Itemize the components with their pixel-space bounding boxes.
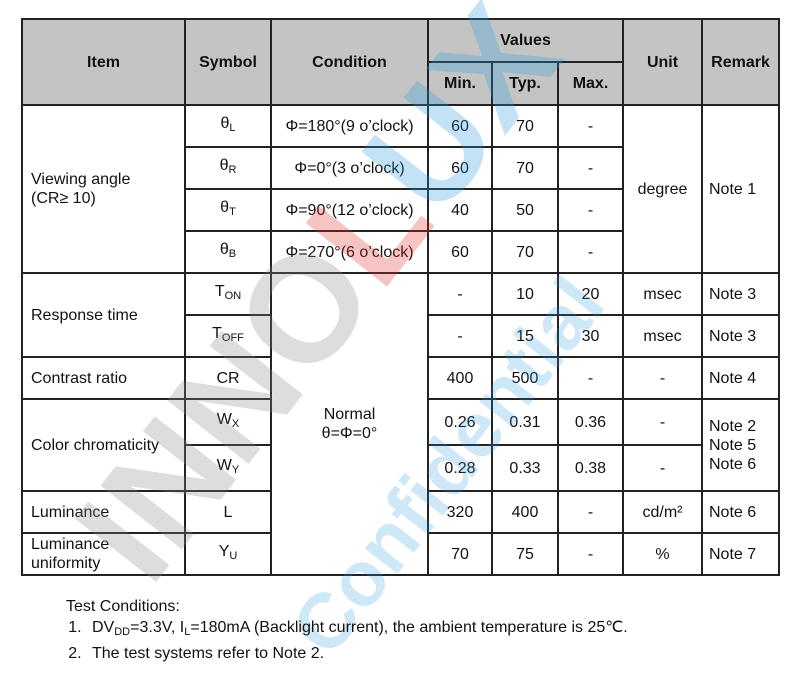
symbol: L [184, 490, 272, 534]
table-row: Color chromaticity WX 0.26 0.31 0.36 - N… [21, 398, 780, 492]
unit: - [622, 356, 703, 400]
min: 320 [427, 490, 493, 534]
header-condition: Condition [270, 18, 429, 106]
remark: Note 6 [701, 490, 780, 534]
symbol: θT [184, 188, 272, 232]
symbol: WX [184, 398, 272, 446]
table-row: θR Φ=0°(3 o’clock) 60 70 - [22, 146, 779, 190]
min: - [427, 272, 493, 316]
optical-spec-table: Item Symbol Condition Values Unit Remark… [21, 18, 780, 576]
min: 60 [427, 230, 493, 274]
header-values: Values [427, 18, 624, 63]
table-row: Luminance uniformity YU 70 75 - % Note 7 [21, 532, 780, 576]
remark: Note 4 [701, 356, 780, 400]
item-response-time: Response time [21, 272, 186, 358]
typ: 0.31 [491, 398, 559, 446]
unit: - [622, 398, 703, 446]
test-conditions: Test Conditions: DVDD=3.3V, IL=180mA (Ba… [66, 596, 628, 664]
condition: Φ=0°(3 o’clock) [270, 146, 429, 190]
max: - [557, 146, 624, 190]
table-row: Contrast ratio CR 400 500 - - Note 4 [21, 356, 780, 400]
header-remark: Remark [701, 18, 780, 106]
header-item: Item [21, 18, 186, 106]
typ: 70 [491, 104, 559, 148]
symbol: YU [184, 532, 272, 576]
typ: 70 [491, 146, 559, 190]
note-item: The test systems refer to Note 2. [86, 643, 628, 664]
typ: 15 [491, 314, 559, 358]
header-unit: Unit [622, 18, 703, 106]
unit: % [622, 532, 703, 576]
condition: Φ=180°(9 o’clock) [270, 104, 429, 148]
table-row: θB Φ=270°(6 o’clock) 60 70 - [22, 230, 779, 274]
remark: Note 7 [701, 532, 780, 576]
max: - [557, 532, 624, 576]
min: 70 [427, 532, 493, 576]
unit: degree [622, 104, 703, 274]
max: 20 [557, 272, 624, 316]
max: 0.38 [557, 444, 624, 492]
header-symbol: Symbol [184, 18, 272, 106]
table-row: Response time TON Normal θ=Φ=0° - 10 20 m… [21, 272, 780, 576]
max: 0.36 [557, 398, 624, 446]
typ: 50 [491, 188, 559, 232]
max: - [557, 490, 624, 534]
min: 0.26 [427, 398, 493, 446]
min: 40 [427, 188, 493, 232]
table-row: TOFF - 15 30 msec Note 3 [22, 314, 780, 358]
min: 400 [427, 356, 493, 400]
max: - [557, 188, 624, 232]
remark: Note 3 [701, 314, 780, 358]
notes-title: Test Conditions: [66, 598, 180, 615]
unit: msec [622, 272, 703, 316]
symbol: TOFF [184, 314, 272, 358]
header-typ: Typ. [491, 61, 559, 106]
item-luminance-uniformity: Luminance uniformity [21, 532, 186, 576]
min: 60 [427, 146, 493, 190]
header-max: Max. [557, 61, 624, 106]
item-contrast-ratio: Contrast ratio [21, 356, 186, 400]
min: 60 [427, 104, 493, 148]
symbol: TON [184, 272, 272, 316]
typ: 400 [491, 490, 559, 534]
condition: Φ=270°(6 o’clock) [270, 230, 429, 274]
unit: cd/m² [622, 490, 703, 534]
remark: Note 2 Note 5 Note 6 [701, 398, 780, 492]
max: 30 [557, 314, 624, 358]
unit: msec [622, 314, 703, 358]
typ: 70 [491, 230, 559, 274]
min: - [427, 314, 493, 358]
symbol: WY [184, 444, 272, 492]
max: - [557, 230, 624, 274]
typ: 0.33 [491, 444, 559, 492]
condition-normal: Normal θ=Φ=0° [270, 272, 429, 576]
item-viewing-angle: Viewing angle (CR≥ 10) [21, 104, 186, 274]
max: - [557, 104, 624, 148]
symbol: θR [184, 146, 272, 190]
table-row: Viewing angle (CR≥ 10) θL Φ=180°(9 o’cloc… [21, 104, 780, 274]
table-row: θT Φ=90°(12 o’clock) 40 50 - [22, 188, 779, 232]
min: 0.28 [427, 444, 493, 492]
note-item: DVDD=3.3V, IL=180mA (Backlight current),… [86, 617, 628, 643]
symbol: θL [184, 104, 272, 148]
max: - [557, 356, 624, 400]
item-luminance: Luminance [21, 490, 186, 534]
unit: - [622, 444, 703, 492]
remark: Note 3 [701, 272, 780, 316]
symbol: θB [184, 230, 272, 274]
condition: Φ=90°(12 o’clock) [270, 188, 429, 232]
symbol: CR [184, 356, 272, 400]
typ: 75 [491, 532, 559, 576]
remark: Note 1 [701, 104, 780, 274]
header-min: Min. [427, 61, 493, 106]
item-color-chromaticity: Color chromaticity [21, 398, 186, 492]
table-row: WY 0.28 0.33 0.38 - [22, 444, 779, 492]
typ: 10 [491, 272, 559, 316]
typ: 500 [491, 356, 559, 400]
table-row: Luminance L 320 400 - cd/m² Note 6 [21, 490, 780, 534]
